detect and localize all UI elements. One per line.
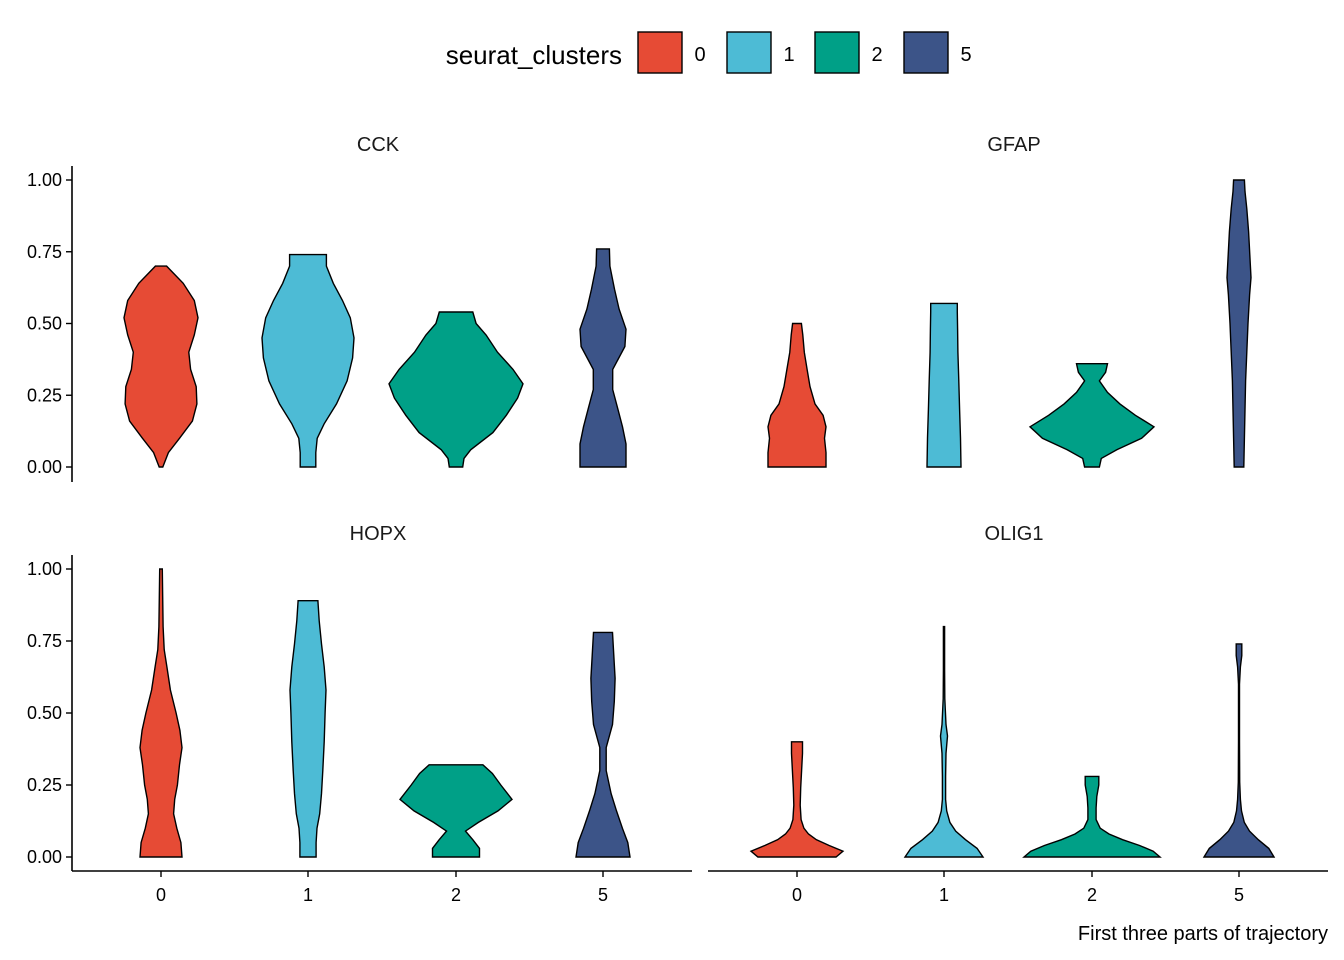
y-tick-label: 0.25 <box>27 385 62 405</box>
facet-title-hopx: HOPX <box>350 523 407 545</box>
x-tick-label: 5 <box>598 885 608 905</box>
legend-item-1: 1 <box>726 31 795 74</box>
facet-title-cck: CCK <box>357 134 400 156</box>
y-tick-label: 0.00 <box>27 847 62 867</box>
violin-hopx-cluster-2 <box>399 764 513 858</box>
legend-label-5: 5 <box>960 44 971 66</box>
y-tick-label: 0.50 <box>27 703 62 723</box>
x-tick-label: 1 <box>939 885 949 905</box>
legend-label-1: 1 <box>783 44 794 66</box>
facet-gfap: GFAP <box>767 134 1252 468</box>
legend-item-2: 2 <box>814 31 883 74</box>
legend: seurat_clusters 0 1 2 5 <box>446 31 972 74</box>
violin-olig1-cluster-5 <box>1202 643 1276 858</box>
x-tick-label: 2 <box>1087 885 1097 905</box>
violin-olig1-cluster-1 <box>903 625 985 858</box>
violin-cck-cluster-2 <box>388 311 524 468</box>
legend-swatch-5 <box>903 31 949 74</box>
violin-gfap-cluster-2 <box>1028 363 1156 468</box>
x-tick-label: 0 <box>156 885 166 905</box>
legend-item-0: 0 <box>637 31 706 74</box>
violin-olig1-cluster-2 <box>1022 775 1162 858</box>
legend-swatch-1 <box>726 31 772 74</box>
legend-label-0: 0 <box>694 44 705 66</box>
facet-hopx: HOPX 0.00 0.25 0.50 0.75 1.00 0 1 2 5 <box>27 523 692 905</box>
y-tick-label: 0.25 <box>27 775 62 795</box>
x-tick-label: 2 <box>451 885 461 905</box>
violin-cck-cluster-1 <box>261 253 355 468</box>
y-tick-label: 0.75 <box>27 242 62 262</box>
violin-hopx-cluster-5 <box>575 631 631 858</box>
violin-gfap-cluster-0 <box>767 322 827 468</box>
legend-label-2: 2 <box>871 44 882 66</box>
facet-title-gfap: GFAP <box>987 134 1040 156</box>
violin-cck-cluster-5 <box>579 248 627 468</box>
y-tick-label: 1.00 <box>27 170 62 190</box>
y-tick-label: 1.00 <box>27 559 62 579</box>
y-tick-label: 0.75 <box>27 631 62 651</box>
x-axis-title: First three parts of trajectory <box>1078 923 1328 945</box>
x-tick-label: 1 <box>303 885 313 905</box>
legend-swatch-0 <box>637 31 683 74</box>
legend-item-5: 5 <box>903 31 972 74</box>
violin-cck-cluster-0 <box>123 265 199 468</box>
facet-panels: CCK 0.00 0.25 0.50 0.75 1.00 GFAP HOPX 0.00 0.25 0… <box>27 134 1328 905</box>
violin-hopx-cluster-1 <box>289 600 327 858</box>
x-tick-label: 0 <box>792 885 802 905</box>
x-tick-label: 5 <box>1234 885 1244 905</box>
violin-olig1-cluster-0 <box>749 741 845 858</box>
violin-hopx-cluster-0 <box>139 568 183 858</box>
violin-gfap-cluster-1 <box>926 302 962 468</box>
y-tick-label: 0.00 <box>27 457 62 477</box>
facet-cck: CCK 0.00 0.25 0.50 0.75 1.00 <box>27 134 627 482</box>
facet-title-olig1: OLIG1 <box>985 523 1044 545</box>
violin-gfap-cluster-5 <box>1226 179 1252 468</box>
facet-olig1: OLIG1 0 1 2 5 <box>708 523 1328 905</box>
y-tick-label: 0.50 <box>27 314 62 334</box>
legend-title: seurat_clusters <box>446 40 622 70</box>
legend-swatch-2 <box>814 31 860 74</box>
